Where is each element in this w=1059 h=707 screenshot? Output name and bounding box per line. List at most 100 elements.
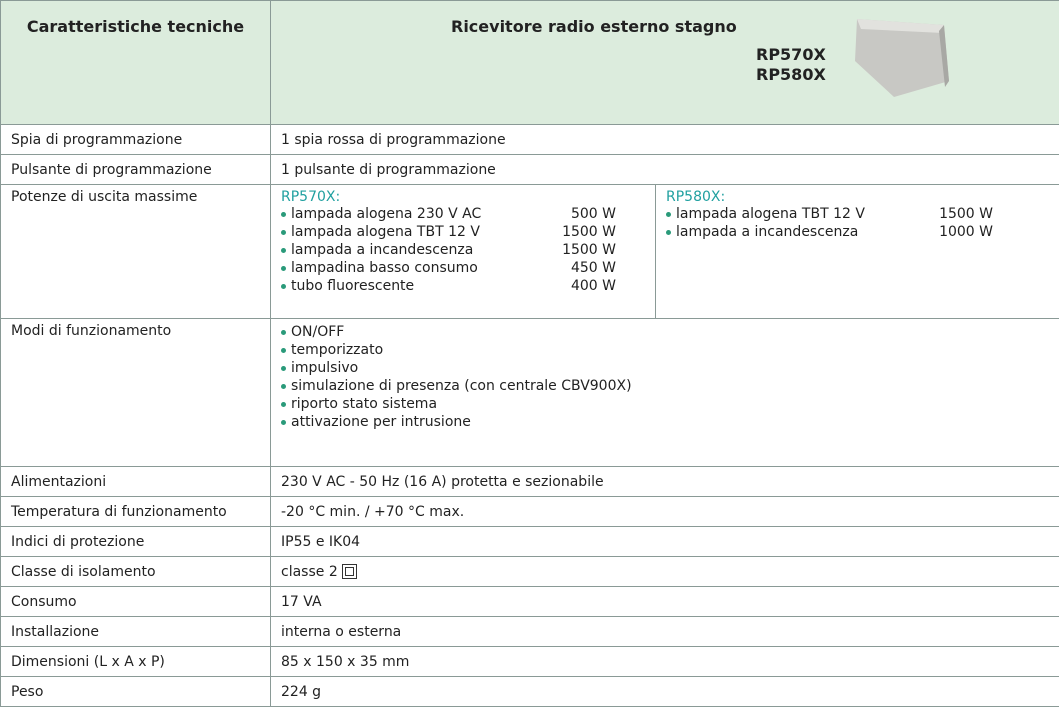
item: impulsivo bbox=[281, 359, 1049, 377]
bullet bbox=[281, 384, 286, 389]
row-label: Indici di protezione bbox=[1, 527, 271, 557]
bullet bbox=[666, 230, 671, 235]
header-main: Ricevitore radio esterno stagno RP570X R… bbox=[271, 1, 1059, 125]
value-text: 85 x 150 x 35 mm bbox=[281, 654, 409, 670]
row-value: 224 g bbox=[271, 677, 1059, 707]
row-label: Installazione bbox=[1, 617, 271, 647]
item: temporizzato bbox=[281, 341, 1049, 359]
row-value: 1 pulsante di programmazione bbox=[271, 155, 1059, 185]
row: Dimensioni (L x A x P) 85 x 150 x 35 mm bbox=[1, 647, 1059, 677]
row: Peso 224 g bbox=[1, 677, 1059, 707]
item-power: 450 W bbox=[541, 259, 616, 277]
bullet bbox=[281, 230, 286, 235]
value-text: IP55 e IK04 bbox=[281, 534, 360, 550]
item-text: simulazione di presenza (con centrale CB… bbox=[291, 378, 632, 394]
power-list: lampada alogena TBT 12 V 1500 W lampada a … bbox=[666, 205, 1049, 241]
row-value: classe 2 bbox=[271, 557, 1059, 587]
item-text: lampada a incandescenza bbox=[291, 242, 473, 258]
item-name: lampadina basso consumo bbox=[281, 259, 541, 277]
item-text: attivazione per intrusione bbox=[291, 414, 471, 430]
model: RP570X bbox=[756, 45, 826, 65]
header-title: Ricevitore radio esterno stagno bbox=[451, 17, 737, 36]
header-row: Caratteristiche tecniche Ricevitore radi… bbox=[1, 1, 1059, 125]
row-label: Dimensioni (L x A x P) bbox=[1, 647, 271, 677]
item-name: tubo fluorescente bbox=[281, 277, 541, 295]
row-label: Alimentazioni bbox=[1, 467, 271, 497]
item-text: lampadina basso consumo bbox=[291, 260, 478, 276]
row-label: Peso bbox=[1, 677, 271, 707]
value-text: interna o esterna bbox=[281, 624, 401, 640]
column-title: RP580X: bbox=[666, 189, 1049, 205]
row: Installazione interna o esterna bbox=[1, 617, 1059, 647]
row-value: 85 x 150 x 35 mm bbox=[271, 647, 1059, 677]
item-power: 1500 W bbox=[541, 223, 616, 241]
value-text: classe 2 bbox=[281, 564, 338, 580]
models: RP570X RP580X bbox=[756, 45, 826, 85]
row-value: 230 V AC - 50 Hz (16 A) protetta e sezio… bbox=[271, 467, 1059, 497]
item-power: 1000 W bbox=[901, 223, 993, 241]
item-name: lampada alogena 230 V AC bbox=[281, 205, 541, 223]
item-text: riporto stato sistema bbox=[291, 396, 437, 412]
row-value: IP55 e IK04 bbox=[271, 527, 1059, 557]
value-text: 1 pulsante di programmazione bbox=[281, 162, 496, 178]
bullet bbox=[281, 284, 286, 289]
value-text: -20 °C min. / +70 °C max. bbox=[281, 504, 464, 520]
value-text: 17 VA bbox=[281, 594, 322, 610]
row-label: Spia di programmazione bbox=[1, 125, 271, 155]
bullet bbox=[281, 330, 286, 335]
item-name: lampada alogena TBT 12 V bbox=[281, 223, 541, 241]
row: Pulsante di programmazione 1 pulsante di … bbox=[1, 155, 1059, 185]
row-label: Modi di funzionamento bbox=[1, 319, 271, 467]
item-text: temporizzato bbox=[291, 342, 383, 358]
header-left: Caratteristiche tecniche bbox=[1, 1, 271, 125]
power-list: lampada alogena 230 V AC 500 W lampada alo… bbox=[281, 205, 645, 295]
row-label: Temperatura di funzionamento bbox=[1, 497, 271, 527]
item-name: lampada a incandescenza bbox=[281, 241, 541, 259]
item-name: lampada alogena TBT 12 V bbox=[666, 205, 901, 223]
row-value: 1 spia rossa di programmazione bbox=[271, 125, 1059, 155]
row-value: ON/OFF temporizzato impulsivo simulazione d… bbox=[271, 319, 1059, 467]
item-text: impulsivo bbox=[291, 360, 358, 376]
item: ON/OFF bbox=[281, 323, 1049, 341]
bullet bbox=[281, 420, 286, 425]
bullet bbox=[281, 402, 286, 407]
model: RP580X bbox=[756, 65, 826, 85]
item-text: lampada alogena 230 V AC bbox=[291, 206, 481, 222]
row: Indici di protezione IP55 e IK04 bbox=[1, 527, 1059, 557]
item: attivazione per intrusione bbox=[281, 413, 1049, 431]
product-image bbox=[849, 11, 959, 101]
bullet bbox=[666, 212, 671, 217]
column-title: RP570X: bbox=[281, 189, 645, 205]
bullet bbox=[281, 348, 286, 353]
row: Alimentazioni 230 V AC - 50 Hz (16 A) pro… bbox=[1, 467, 1059, 497]
row-value: 17 VA bbox=[271, 587, 1059, 617]
bullet bbox=[281, 266, 286, 271]
row-label: Potenze di uscita massime bbox=[1, 185, 271, 319]
value-text: 230 V AC - 50 Hz (16 A) protetta e sezio… bbox=[281, 474, 604, 490]
item-power: 1500 W bbox=[901, 205, 993, 223]
row-value: interna o esterna bbox=[271, 617, 1059, 647]
bullet bbox=[281, 248, 286, 253]
item-text: ON/OFF bbox=[291, 324, 344, 340]
row: Consumo 17 VA bbox=[1, 587, 1059, 617]
item-text: lampada a incandescenza bbox=[676, 224, 858, 240]
item-power: 400 W bbox=[541, 277, 616, 295]
row-label: Classe di isolamento bbox=[1, 557, 271, 587]
item: simulazione di presenza (con centrale CB… bbox=[281, 377, 1049, 395]
row-label: Consumo bbox=[1, 587, 271, 617]
row-label: Pulsante di programmazione bbox=[1, 155, 271, 185]
item-text: lampada alogena TBT 12 V bbox=[291, 224, 480, 240]
value-text: 1 spia rossa di programmazione bbox=[281, 132, 506, 148]
row: Temperatura di funzionamento -20 °C min. … bbox=[1, 497, 1059, 527]
item-text: lampada alogena TBT 12 V bbox=[676, 206, 865, 222]
row: Modi di funzionamento ON/OFF temporizzato i… bbox=[1, 319, 1059, 467]
item-name: lampada a incandescenza bbox=[666, 223, 901, 241]
item-power: 500 W bbox=[541, 205, 616, 223]
value-text: 224 g bbox=[281, 684, 321, 700]
bullet bbox=[281, 366, 286, 371]
row-value: -20 °C min. / +70 °C max. bbox=[271, 497, 1059, 527]
row: Classe di isolamento classe 2 bbox=[1, 557, 1059, 587]
